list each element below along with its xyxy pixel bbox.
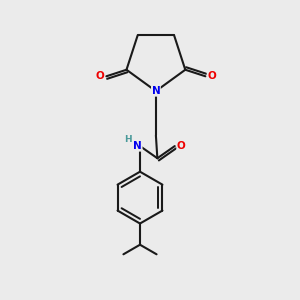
Text: H: H [124,135,131,144]
Text: O: O [207,71,216,82]
Text: O: O [177,141,186,151]
Text: N: N [152,86,160,96]
Text: N: N [133,141,142,151]
Text: O: O [96,71,104,82]
